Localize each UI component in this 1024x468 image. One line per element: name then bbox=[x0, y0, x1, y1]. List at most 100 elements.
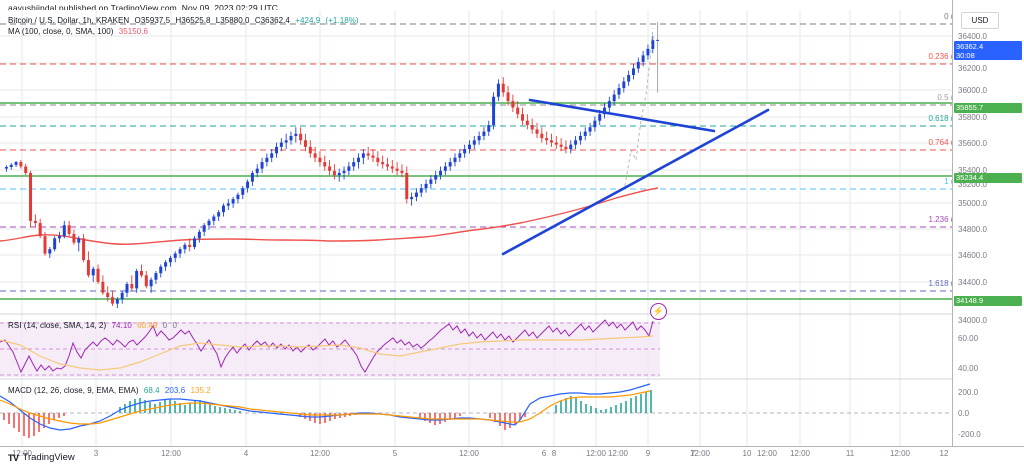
price-tick: 34800.0 bbox=[958, 225, 987, 234]
time-tick: 12:00 bbox=[160, 449, 182, 458]
candle-body bbox=[82, 238, 86, 261]
rsi-pane bbox=[0, 319, 660, 377]
candle-body bbox=[410, 196, 414, 200]
candle-body bbox=[463, 149, 467, 154]
candle-body bbox=[482, 131, 486, 136]
candle-body bbox=[164, 262, 168, 267]
flash-icon[interactable]: ⚡ bbox=[650, 303, 667, 320]
candle-body bbox=[72, 233, 76, 243]
price-tick: 36000.0 bbox=[958, 86, 987, 95]
candle-body bbox=[62, 225, 66, 237]
price-tick: 34400.0 bbox=[958, 278, 987, 287]
candle-body bbox=[101, 281, 105, 293]
candle-body bbox=[631, 68, 635, 75]
candle-body bbox=[202, 225, 206, 232]
candle-body bbox=[275, 146, 279, 154]
price-tick: 35600.0 bbox=[958, 139, 987, 148]
candle-body bbox=[67, 225, 71, 234]
trend-lines bbox=[501, 98, 770, 256]
candle-body bbox=[381, 162, 385, 165]
candle-body bbox=[96, 268, 100, 282]
candle-body bbox=[521, 114, 525, 121]
time-tick: 4 bbox=[243, 449, 249, 458]
candle-body bbox=[535, 129, 539, 134]
candle-body bbox=[530, 125, 534, 130]
projection-path bbox=[624, 27, 654, 187]
candle-body bbox=[434, 175, 438, 180]
price-axis[interactable]: USD 36400.0 36200.0 36000.0 35800.0 35600.0 3… bbox=[952, 0, 1024, 446]
time-axis[interactable]: 12:00 3 12:00 4 12:00 5 12:00 6 12:00 7 12:00 8 12:0… bbox=[0, 446, 1024, 463]
rsi-tick: 40.00 bbox=[958, 364, 979, 373]
candle-body bbox=[376, 157, 380, 163]
candle-body bbox=[231, 199, 235, 204]
candle-body bbox=[366, 153, 370, 156]
candle-body bbox=[135, 270, 139, 289]
price-tick: 35000.0 bbox=[958, 199, 987, 208]
candle-body bbox=[29, 172, 33, 221]
candle-body bbox=[569, 144, 573, 150]
candle-body bbox=[429, 179, 433, 184]
candle-body bbox=[168, 257, 172, 263]
candle-body bbox=[236, 194, 240, 200]
level-price-badge[interactable]: 34148.9 bbox=[954, 296, 1022, 306]
bar-countdown: 30:08 bbox=[956, 51, 975, 60]
time-tick: 12:00 bbox=[689, 449, 711, 458]
candle-body bbox=[656, 39, 660, 41]
candle-body bbox=[583, 131, 587, 136]
candle-body bbox=[226, 203, 230, 206]
candle-body bbox=[574, 140, 578, 145]
candle-body bbox=[607, 101, 611, 108]
candle-body bbox=[357, 157, 361, 163]
time-tick: 6 bbox=[541, 449, 547, 458]
candle-body bbox=[419, 188, 423, 193]
candle-body bbox=[221, 205, 225, 213]
candle-body bbox=[106, 292, 110, 298]
candle-body bbox=[564, 146, 568, 150]
macd-tick: 0.0 bbox=[958, 409, 970, 418]
candle-body bbox=[38, 223, 42, 237]
candle-body bbox=[603, 107, 607, 115]
candle-body bbox=[598, 114, 602, 121]
candle-body bbox=[506, 92, 510, 102]
time-tick: 9 bbox=[645, 449, 651, 458]
level-price-badge[interactable]: 35234.4 bbox=[954, 173, 1022, 183]
candle-body bbox=[212, 216, 216, 221]
candle-body bbox=[511, 101, 515, 108]
tradingview-logo[interactable]: TV TradingView bbox=[8, 452, 75, 463]
candle-body bbox=[323, 162, 327, 167]
macd-tick: 200.0 bbox=[958, 388, 979, 397]
horizontal-gridlines bbox=[0, 35, 952, 283]
candle-body bbox=[337, 172, 341, 176]
candle-body bbox=[453, 157, 457, 163]
candle-body bbox=[559, 144, 563, 147]
candle-body bbox=[193, 238, 197, 248]
time-tick: 11 bbox=[845, 449, 855, 458]
candle-body bbox=[19, 162, 23, 167]
candle-body bbox=[549, 140, 553, 143]
candle-body bbox=[347, 166, 351, 171]
tv-logo-word: TradingView bbox=[22, 452, 75, 463]
candle-body bbox=[149, 279, 153, 287]
last-price-value: 36362.4 bbox=[956, 42, 984, 51]
price-tick: 36400.0 bbox=[958, 32, 987, 41]
candle-body bbox=[414, 192, 418, 197]
candle-body bbox=[342, 170, 346, 173]
candle-body bbox=[279, 142, 283, 147]
candle-body bbox=[501, 83, 505, 93]
candlestick-series bbox=[4, 22, 660, 308]
candle-body bbox=[217, 212, 221, 217]
candle-body bbox=[477, 135, 481, 141]
candle-body bbox=[405, 172, 409, 200]
candle-body bbox=[516, 107, 520, 115]
candle-body bbox=[77, 238, 81, 243]
candle-body bbox=[178, 249, 182, 254]
candle-body bbox=[197, 231, 201, 239]
currency-unit-label: USD bbox=[961, 12, 999, 29]
candle-body bbox=[496, 83, 500, 97]
level-price-badge[interactable]: 35855.7 bbox=[954, 103, 1022, 113]
candle-body bbox=[265, 157, 269, 163]
candle-body bbox=[241, 188, 245, 195]
candle-body bbox=[33, 220, 37, 224]
last-price-badge[interactable]: 36362.4 30:08 bbox=[954, 41, 1022, 60]
candle-body bbox=[4, 166, 8, 169]
